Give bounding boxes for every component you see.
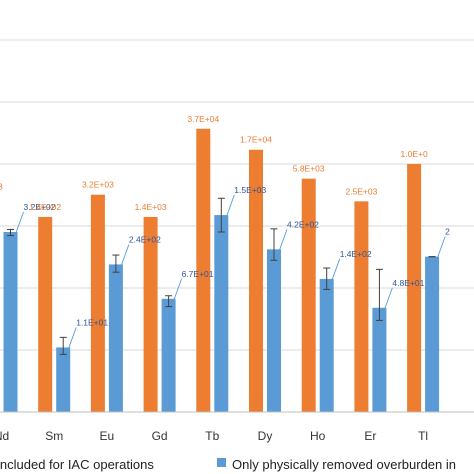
- bar-blue-Dy: [267, 249, 281, 412]
- data-label-blue-Tl: 2: [445, 227, 450, 237]
- data-label-blue-Er: 4.8E+01: [392, 278, 424, 288]
- legend-label-blue: Only physically removed overburden in: [232, 457, 456, 472]
- data-label-orange-Sm: 1.4E+02: [29, 202, 61, 212]
- leader-line-Dy: [278, 229, 288, 252]
- data-labels: E+033.2E+021.4E+021.1E+013.2E+032.4E+021…: [0, 114, 450, 328]
- gridlines: [0, 39, 474, 351]
- data-label-blue-Tb: 1.5E+03: [234, 185, 266, 195]
- bar-blue-Gd: [161, 298, 176, 412]
- leader-line-Eu: [120, 244, 130, 267]
- leader-line-Tb: [225, 194, 235, 218]
- data-label-blue-Eu: 2.4E+02: [129, 234, 161, 244]
- bar-orange-Dy: [249, 149, 263, 413]
- x-tick-label-Tl: Tl: [418, 429, 428, 443]
- leader-line-Sm: [67, 327, 77, 350]
- bar-blue-Er: [372, 307, 387, 412]
- data-label-blue-Gd: 6.7E+01: [182, 269, 214, 279]
- data-label-orange-Nd: E+03: [0, 181, 3, 191]
- bar-blue-Tb: [214, 215, 229, 412]
- x-tick-label-Ho: Ho: [310, 429, 326, 443]
- bar-orange-Ho: [301, 178, 316, 412]
- bar-orange-Tb: [196, 128, 211, 413]
- data-label-orange-Tl: 1.0E+0: [401, 149, 428, 159]
- bar-blue-Eu: [108, 264, 123, 412]
- leader-line-Nd: [15, 211, 24, 235]
- data-label-orange-Gd: 1.4E+03: [135, 202, 167, 212]
- legend-label-orange: included for IAC operations: [0, 457, 154, 472]
- data-label-blue-Sm: 1.1E+01: [76, 317, 108, 327]
- bar-orange-Er: [354, 201, 369, 412]
- bar-orange-Eu: [90, 194, 105, 412]
- data-label-orange-Tb: 3.7E+04: [187, 114, 219, 124]
- bar-orange-Tl: [407, 164, 422, 412]
- data-label-blue-Nd: 3.2E+02: [24, 202, 56, 212]
- bar-blue-Nd: [3, 232, 18, 412]
- x-tick-label-Gd: Gd: [152, 429, 168, 443]
- x-tick-label-Tb: Tb: [205, 429, 219, 443]
- x-tick-label-Eu: Eu: [100, 429, 115, 443]
- legend: included for IAC operations Only physica…: [0, 457, 456, 472]
- data-label-orange-Ho: 5.8E+03: [293, 164, 325, 174]
- leader-line-Gd: [173, 278, 183, 301]
- x-tick-label-Sm: Sm: [45, 429, 63, 443]
- data-label-orange-Eu: 3.2E+03: [82, 180, 114, 190]
- leader-line-Ho: [331, 258, 341, 282]
- bar-orange-Sm: [38, 216, 53, 412]
- x-tick-labels: Nd Sm Eu Gd Tb Dy Ho Er Tl: [0, 429, 428, 443]
- x-tick-label-Dy: Dy: [258, 429, 273, 443]
- x-tick-label-Er: Er: [364, 429, 376, 443]
- bar-orange-Gd: [143, 216, 158, 412]
- error-bars: [7, 197, 436, 355]
- bars: [3, 128, 440, 413]
- bar-blue-Ho: [319, 278, 334, 412]
- data-label-orange-Dy: 1.7E+04: [240, 135, 272, 145]
- data-label-blue-Dy: 4.2E+02: [287, 219, 319, 229]
- label-leaders: [15, 194, 446, 350]
- bar-blue-Tl: [425, 256, 440, 412]
- data-label-blue-Ho: 1.4E+02: [340, 249, 372, 259]
- leader-line-Er: [383, 287, 393, 310]
- legend-swatch-blue: [217, 458, 226, 467]
- data-label-orange-Er: 2.5E+03: [345, 186, 377, 196]
- x-tick-label-Nd: Nd: [0, 429, 9, 443]
- leader-line-Tl: [436, 236, 446, 259]
- bar-blue-Sm: [56, 347, 71, 412]
